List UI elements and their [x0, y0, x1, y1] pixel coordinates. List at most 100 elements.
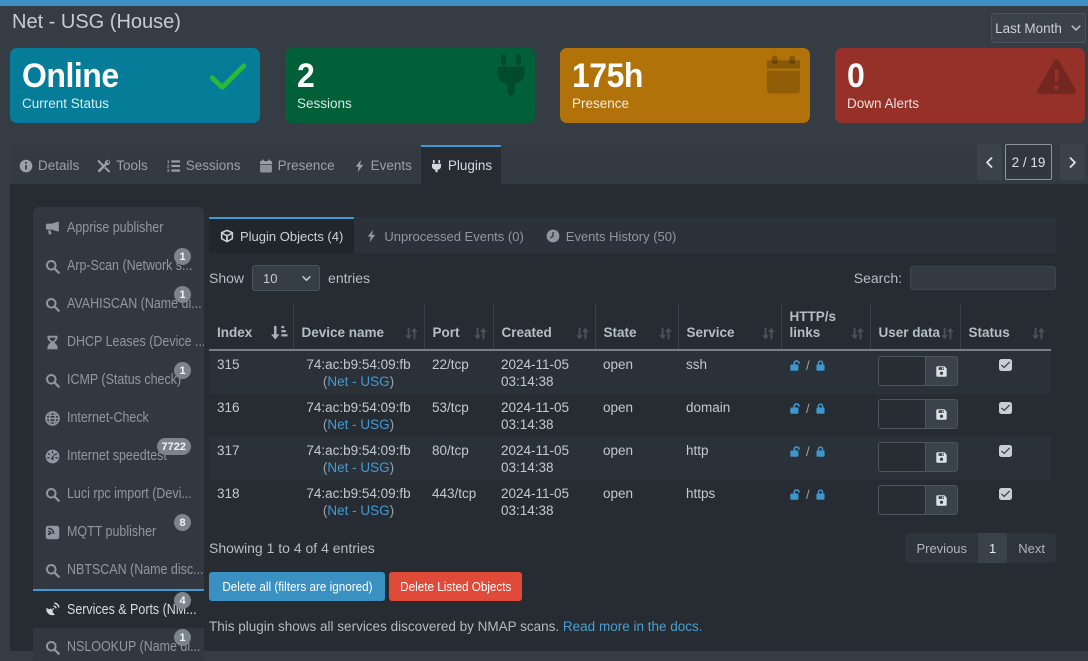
search-input[interactable] [910, 266, 1056, 290]
column-header-service[interactable]: Service [678, 303, 782, 351]
delete-all-label: Delete all (filters are ignored) [221, 579, 373, 594]
table-controls: Show 10 entries Search: [209, 265, 1056, 291]
column-header-index[interactable]: Index [209, 303, 294, 351]
device-link[interactable]: Net - USG [327, 374, 390, 389]
table-pagination: Previous 1 Next [905, 533, 1056, 563]
sidebar-item-mqtt-publisher[interactable]: MQTT publisher 8 [33, 513, 204, 551]
save-user-data-button[interactable] [925, 443, 957, 471]
status-checkbox[interactable] [999, 401, 1012, 415]
search-icon [45, 373, 60, 388]
save-user-data-button[interactable] [925, 486, 957, 514]
search-icon [45, 259, 60, 274]
sidebar-item-avahiscan[interactable]: AVAHISCAN (Name di... 1 [33, 285, 204, 323]
sidebar-item-label: Apprise publisher [67, 220, 164, 236]
sidebar-item-services-ports[interactable]: Services & Ports (NM... 4 [33, 589, 204, 628]
column-header-status[interactable]: Status [960, 303, 1051, 351]
cell-status [960, 350, 1051, 394]
sort-icon[interactable] [473, 327, 488, 340]
device-link[interactable]: Net - USG [327, 503, 390, 518]
sidebar-item-arp-scan[interactable]: Arp-Scan (Network s... 1 [33, 247, 204, 285]
tab-presence[interactable]: Presence [250, 145, 344, 184]
search-icon [45, 563, 60, 578]
page-size-select[interactable]: 10 [252, 265, 321, 291]
table-row: 317 74:ac:b9:54:09:fb (Net - USG) 80/tcp… [209, 437, 1051, 480]
period-select-value: Last Month [995, 20, 1062, 36]
status-checkbox[interactable] [999, 358, 1012, 372]
column-header-port[interactable]: Port [424, 303, 494, 351]
sort-amount-icon[interactable] [271, 325, 288, 340]
sidebar-item-label: ICMP (Status check) [67, 372, 182, 388]
sort-icon[interactable] [1031, 327, 1046, 340]
sort-icon[interactable] [850, 327, 865, 340]
delete-listed-button[interactable]: Delete Listed Objects [389, 572, 522, 601]
user-data-input[interactable] [879, 486, 925, 514]
sidebar-item-badge: 4 [174, 592, 191, 609]
lock-icon[interactable] [814, 445, 827, 458]
tab-tools[interactable]: Tools [88, 145, 157, 184]
tab-events[interactable]: Events [344, 145, 421, 184]
cell-port: 80/tcp [432, 443, 469, 458]
unlock-icon[interactable] [789, 445, 802, 458]
tab-plugins[interactable]: Plugins [420, 145, 502, 184]
floppy-icon [935, 451, 948, 464]
hourglass-icon [45, 335, 60, 350]
column-header-device-name[interactable]: Device name [293, 303, 425, 351]
sort-icon[interactable] [761, 327, 776, 340]
next-page-button[interactable]: Next [1018, 540, 1045, 556]
tab-plugin-objects[interactable]: Plugin Objects (4) [209, 217, 355, 253]
user-data-input[interactable] [879, 443, 925, 471]
prev-device-button[interactable] [977, 144, 1002, 180]
unlock-icon[interactable] [789, 402, 802, 415]
column-header-user-data[interactable]: User data [870, 303, 961, 351]
save-user-data-button[interactable] [925, 357, 957, 385]
sidebar-item-label: Luci rpc import (Devi... [67, 486, 192, 502]
status-checkbox[interactable] [999, 487, 1012, 501]
sidebar-item-internet-check[interactable]: Internet-Check [33, 399, 204, 437]
cell-state: open [603, 357, 634, 372]
device-link[interactable]: Net - USG [327, 417, 390, 432]
check-icon [209, 63, 247, 91]
sidebar-item-icmp[interactable]: ICMP (Status check) 1 [33, 361, 204, 399]
lock-icon[interactable] [814, 488, 827, 501]
period-select[interactable]: Last Month [991, 13, 1086, 43]
sidebar-item-nslookup[interactable]: NSLOOKUP (Name di... 1 [33, 628, 204, 661]
user-data-input[interactable] [879, 400, 925, 428]
column-header-state[interactable]: State [595, 303, 679, 351]
show-label: Show [209, 270, 245, 286]
tab-details[interactable]: Details [10, 145, 88, 184]
column-header-created[interactable]: Created [493, 303, 596, 351]
status-checkbox[interactable] [999, 444, 1012, 458]
current-page-button[interactable]: 1 [978, 533, 1008, 563]
previous-page-button[interactable]: Previous [916, 540, 968, 556]
note-text: This plugin shows all services discovere… [209, 619, 560, 634]
docs-link[interactable]: Read more in the docs. [562, 619, 703, 634]
unlock-icon[interactable] [789, 488, 802, 501]
sort-icon[interactable] [575, 327, 590, 340]
unlock-icon[interactable] [789, 359, 802, 372]
user-data-input[interactable] [879, 357, 925, 385]
tab-unprocessed-events[interactable]: Unprocessed Events (0) [354, 217, 534, 253]
sort-icon[interactable] [658, 327, 673, 340]
sidebar-item-apprise-publisher[interactable]: Apprise publisher [33, 209, 204, 247]
sort-icon[interactable] [940, 327, 955, 340]
cell-created: 2024-11-05 03:14:38 [493, 437, 595, 480]
sidebar-item-dhcp-leases[interactable]: DHCP Leases (Device ... [33, 323, 204, 361]
sidebar-item-badge: 1 [174, 629, 191, 646]
tab-sessions[interactable]: Sessions [157, 145, 250, 184]
lock-icon[interactable] [814, 402, 827, 415]
calendar-icon [259, 159, 273, 173]
save-user-data-button[interactable] [925, 400, 957, 428]
cell-state: open [603, 486, 634, 501]
device-link[interactable]: Net - USG [327, 460, 390, 475]
sort-icon[interactable] [404, 327, 419, 340]
sidebar-item-luci-rpc-import[interactable]: Luci rpc import (Devi... [33, 475, 204, 513]
delete-all-button[interactable]: Delete all (filters are ignored) [209, 572, 385, 601]
sidebar-item-internet-speedtest[interactable]: Internet speedtest 7722 [33, 437, 204, 475]
sidebar-item-nbtscan[interactable]: NBTSCAN (Name disc... [33, 551, 204, 589]
lock-icon[interactable] [814, 359, 827, 372]
cell-device-name: 74:ac:b9:54:09:fb (Net - USG) [306, 357, 411, 389]
next-device-button[interactable] [1060, 144, 1085, 180]
table-footer: Showing 1 to 4 of 4 entries Previous 1 N… [209, 533, 1056, 563]
tab-events-history[interactable]: Events History (50) [535, 217, 688, 253]
column-header-http-links[interactable]: HTTP/s links [781, 303, 871, 351]
